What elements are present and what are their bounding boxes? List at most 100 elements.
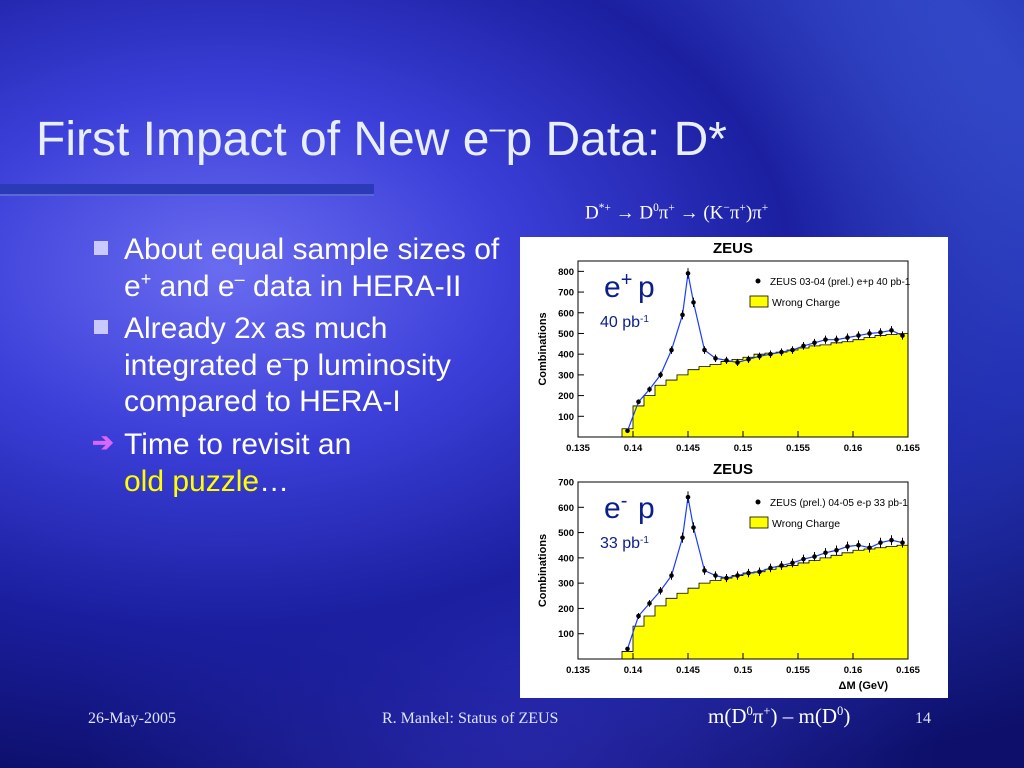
arrow-bullet-item: ➔ Time to revisit an old puzzle…	[90, 427, 510, 500]
slide-title: First Impact of New e–p Data: D*	[36, 113, 727, 166]
legend-swatch-wrong-charge	[749, 516, 769, 529]
bullet-list: About equal sample sizes of e+ and e– da…	[90, 232, 510, 506]
data-point	[823, 337, 828, 342]
y-tick-label: 800	[558, 267, 574, 278]
data-point	[779, 349, 784, 355]
data-point	[669, 573, 674, 578]
x-tick-label: 0.165	[896, 665, 920, 676]
y-tick-label: 200	[558, 604, 574, 615]
data-point	[702, 347, 707, 353]
zeus-figure: ZEUS 100 200 300 400 500 600 700 800 0.135 0.14 0.1…	[520, 237, 948, 698]
luminosity-label: 33 pb-1	[600, 535, 649, 553]
data-point	[680, 535, 685, 540]
data-point	[669, 347, 674, 353]
decay-chain: D*+ → D0π+ → (K−π+)π+	[585, 202, 769, 224]
x-tick-label: 0.165	[896, 443, 920, 454]
luminosity-label: 40 pb-1	[600, 314, 649, 332]
data-point	[878, 540, 883, 545]
x-tick-label: 0.16	[844, 443, 863, 454]
y-tick-label: 300	[558, 370, 574, 381]
data-point	[713, 356, 718, 361]
panel-title: ZEUS	[713, 240, 753, 257]
data-point	[900, 333, 905, 338]
x-tick-label: 0.155	[786, 665, 810, 676]
beam-label-p: p	[638, 492, 655, 525]
x-tick-label: 0.15	[734, 443, 753, 454]
ellipsis: …	[259, 464, 290, 498]
data-point	[889, 328, 894, 333]
data-point	[867, 331, 872, 336]
data-point	[625, 428, 630, 434]
data-point	[724, 358, 729, 363]
x-axis-label: ΔM (GeV)	[839, 680, 889, 692]
y-tick-label: 700	[558, 288, 574, 299]
y-tick-label: 600	[558, 308, 574, 319]
x-tick-label: 0.14	[624, 665, 643, 676]
data-point	[757, 569, 762, 575]
panel-title: ZEUS	[713, 461, 753, 478]
data-point	[680, 312, 685, 318]
y-tick-label: 600	[558, 503, 574, 514]
y-tick-label: 500	[558, 329, 574, 340]
y-tick-label: 400	[558, 350, 574, 361]
data-point	[790, 347, 795, 353]
legend-marker-data	[755, 278, 761, 284]
x-tick-label: 0.145	[676, 665, 700, 676]
legend-data-label: ZEUS (prel.) 04-05 e-p 33 pb-1	[770, 498, 908, 509]
data-point	[658, 588, 663, 594]
beam-label: e-	[604, 490, 627, 525]
data-point	[625, 646, 630, 652]
square-bullet-icon	[94, 241, 108, 255]
y-tick-label: 400	[558, 553, 574, 564]
y-tick-label: 100	[558, 629, 574, 640]
y-axis-label: Combinations	[537, 312, 549, 385]
beam-label-p: p	[638, 271, 655, 304]
data-point	[856, 333, 861, 338]
bullet-item: About equal sample sizes of e+ and e– da…	[90, 232, 510, 305]
data-point	[889, 537, 894, 543]
data-point	[746, 357, 751, 362]
x-tick-label: 0.135	[566, 665, 590, 676]
x-tick-label: 0.16	[844, 665, 863, 676]
legend-marker-data	[755, 499, 761, 505]
beam-label: e+	[604, 269, 632, 304]
footer-page-number: 14	[915, 710, 931, 727]
data-point	[691, 300, 696, 305]
data-point	[801, 343, 806, 349]
bullet-text: Already 2x as much integrated e–p lumino…	[124, 312, 451, 419]
bullet-text: About equal sample sizes of e+ and e– da…	[124, 233, 500, 303]
x-axis-formula: m(D0π+) – m(D0)	[708, 704, 851, 728]
data-point	[834, 547, 839, 553]
wrong-charge-histogram	[621, 544, 909, 660]
x-tick-label: 0.135	[566, 443, 590, 454]
data-point	[636, 399, 641, 405]
histogram-figure: ZEUS 100 200 300 400 500 600 700 800 0.135 0.14 0.1…	[537, 240, 921, 692]
y-tick-label: 300	[558, 579, 574, 590]
footer-author: R. Mankel: Status of ZEUS	[382, 710, 559, 727]
y-tick-label: 700	[558, 478, 574, 489]
data-point	[812, 340, 817, 346]
data-point	[834, 337, 839, 342]
y-axis-label: Combinations	[537, 534, 549, 607]
legend-wrong-charge-label: Wrong Charge	[772, 297, 840, 309]
data-point	[691, 525, 696, 530]
legend-data-label: ZEUS 03-04 (prel.) e+p 40 pb-1	[770, 277, 911, 288]
data-point	[790, 560, 795, 566]
legend-swatch-wrong-charge	[749, 295, 769, 308]
bullet-item: Already 2x as much integrated e–p lumino…	[90, 311, 510, 421]
data-point	[724, 575, 729, 581]
data-point	[636, 613, 641, 619]
arrow-bullet-text: Time to revisit an	[124, 427, 352, 461]
x-tick-label: 0.14	[624, 443, 643, 454]
data-point	[900, 540, 905, 545]
data-point	[647, 601, 652, 606]
arrow-right-icon: ➔	[92, 426, 114, 457]
wrong-charge-histogram	[621, 333, 909, 438]
data-point	[702, 568, 707, 573]
data-point	[779, 563, 784, 568]
data-point	[812, 554, 817, 559]
x-tick-label: 0.145	[676, 443, 700, 454]
data-point	[867, 545, 872, 551]
data-point	[735, 360, 740, 365]
